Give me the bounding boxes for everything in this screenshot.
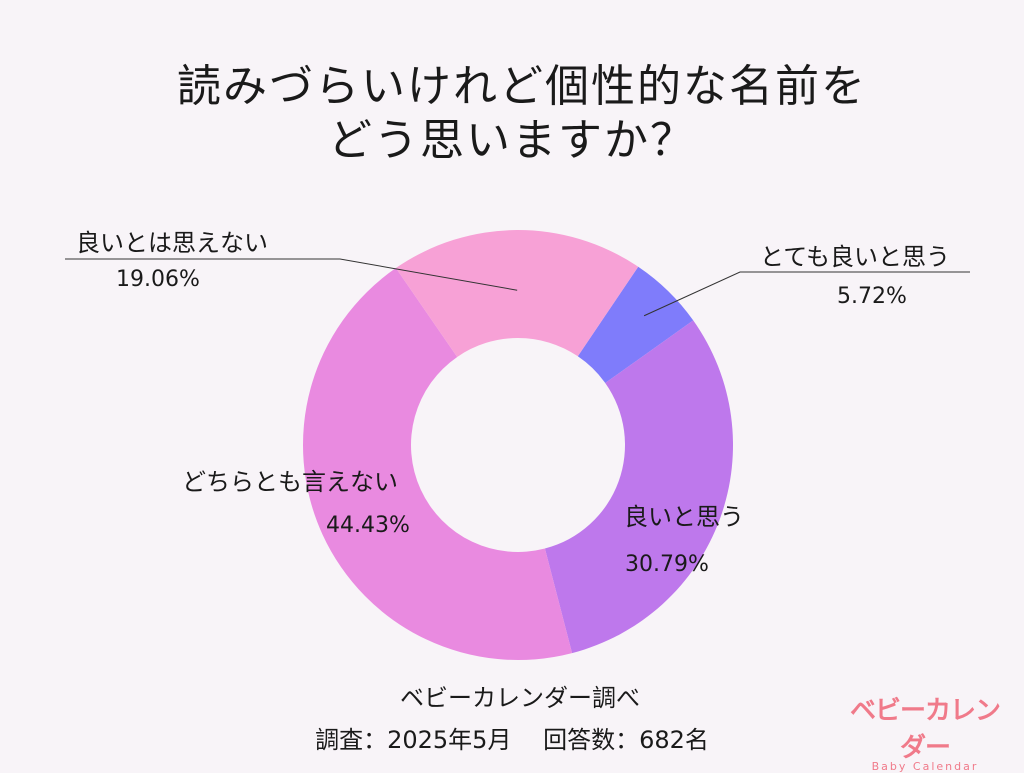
- slice-value: 5.72%: [837, 284, 907, 309]
- slice-label: 良いとは思えない: [76, 229, 268, 257]
- donut-slice: [302, 268, 573, 660]
- leader-line: [65, 258, 518, 291]
- donut-slice: [544, 320, 733, 654]
- donut-slice: [577, 266, 694, 384]
- brand-logo: ベビーカレンダー Baby Calendar: [850, 690, 1001, 773]
- survey-note: 調査：2025年5月 回答数：682名: [315, 726, 709, 754]
- slice-value: 44.43%: [326, 513, 410, 538]
- leader-line: [643, 271, 970, 317]
- logo-subtext: Baby Calendar: [871, 760, 979, 773]
- donut-slice: [395, 229, 639, 357]
- slice-value: 30.79%: [625, 552, 709, 577]
- slice-label: 良いと思う: [624, 503, 744, 531]
- chart-title-line2: どう思いますか？: [328, 115, 696, 166]
- logo-text: ベビーカレンダー: [850, 696, 1001, 763]
- slice-label: とても良いと思う: [760, 243, 950, 271]
- slice-label: どちらとも言えない: [182, 468, 398, 496]
- source-note: ベビーカレンダー調べ: [400, 684, 640, 712]
- slice-value: 19.06%: [116, 267, 200, 292]
- chart-title-line1: 読みづらいけれど個性的な名前を: [177, 61, 867, 112]
